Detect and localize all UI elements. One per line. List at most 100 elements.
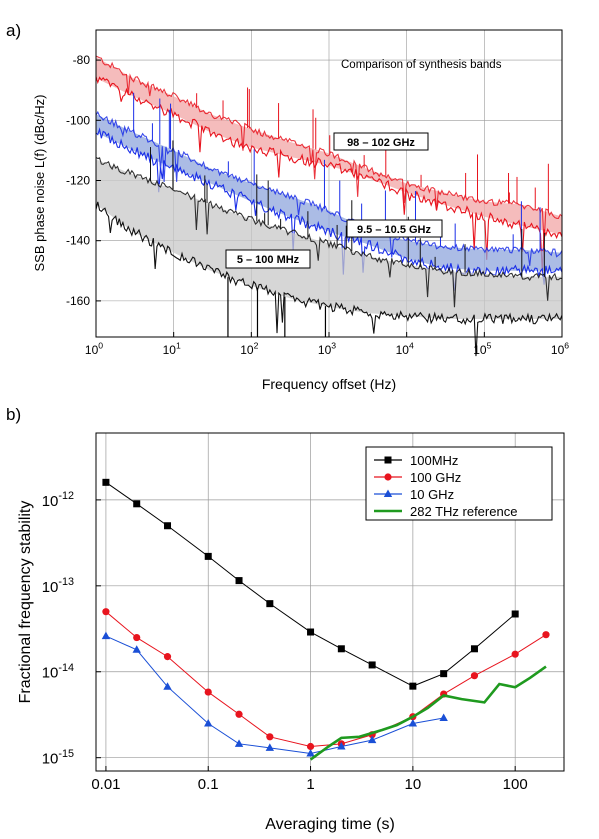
data-point <box>470 672 479 680</box>
panel-a-y-tick-label: -80 <box>73 53 91 67</box>
panel-a-x-tick-label: 101 <box>163 341 181 357</box>
panel-b-y-tick-label: 10-13 <box>42 576 74 596</box>
band-fill <box>96 114 562 271</box>
legend-swatch-marker <box>383 489 393 497</box>
data-point <box>235 577 243 585</box>
data-point <box>204 688 212 696</box>
band-lower-trace <box>95 201 563 357</box>
data-point <box>164 522 172 530</box>
series-282-thz-reference <box>309 665 547 761</box>
panel-a-x-tick-label: 104 <box>396 341 414 357</box>
data-point <box>511 650 519 658</box>
band-label-red-box <box>333 132 429 151</box>
data-point <box>337 741 346 750</box>
series-line <box>105 635 444 754</box>
data-point <box>306 742 315 751</box>
panel-b-y-tick-label: 10-12 <box>42 490 74 510</box>
panel-a-y-tick-label: -160 <box>66 294 90 308</box>
panel-b-y-tick-label: 10-15 <box>42 748 74 768</box>
data-point <box>542 631 550 639</box>
data-point <box>368 661 376 669</box>
band-lower-trace <box>95 76 563 273</box>
band-red <box>95 55 563 273</box>
data-point <box>470 645 478 653</box>
panel-a-y-ticks: -80 -100 -120 -140 -160 <box>66 53 101 308</box>
band-label-blue: 9.5 – 10.5 GHz <box>346 219 443 238</box>
band-label-black-box <box>225 249 311 269</box>
panel-b-x-ticks: 0.01 0.1 1 10 100 <box>91 766 528 793</box>
band-black <box>95 140 563 357</box>
series-100-ghz <box>102 608 550 751</box>
data-point <box>367 735 377 744</box>
data-point <box>102 608 110 616</box>
panel-b-x-tick-label: 10 <box>405 776 422 793</box>
panel-b-x-tick-label: 0.01 <box>91 776 120 793</box>
legend-entry-label: 10 GHz <box>410 487 454 502</box>
band-label-red: 98 – 102 GHz <box>333 132 429 151</box>
data-point <box>163 682 172 690</box>
data-point <box>204 718 213 727</box>
data-point <box>133 500 141 508</box>
panel-a-bands <box>95 55 563 357</box>
data-point <box>101 631 111 640</box>
series-10-ghz <box>101 631 448 757</box>
panel-b-legend: 100MHz 100 GHz 10 GHz 282 THz reference <box>365 446 553 521</box>
band-fill <box>96 159 562 319</box>
panel-a-y-tick-label: -140 <box>66 234 90 248</box>
band-label-blue-box <box>346 219 443 238</box>
band-upper-trace <box>95 110 563 266</box>
panel-b-x-tick-label: 1 <box>306 776 314 793</box>
panel-b-y-axis-title: Fractional frequency stability <box>17 501 34 704</box>
band-label-red-text: 98 – 102 GHz <box>347 137 415 149</box>
panel-a-x-tick-label: 105 <box>473 341 491 357</box>
data-point <box>133 633 141 642</box>
series-100mhz <box>102 478 519 690</box>
panel-a-x-tick-label: 100 <box>85 341 103 357</box>
band-label-black-text: 5 – 100 MHz <box>237 254 300 266</box>
legend-entry-label: 100 GHz <box>410 470 461 485</box>
panel-a-y-tick-label: -120 <box>66 173 90 187</box>
data-point <box>307 628 315 636</box>
panel-b-plot-frame <box>95 432 565 772</box>
panel-a-x-ticks: 100 101 102 103 104 105 106 <box>85 332 569 357</box>
data-point <box>409 682 417 690</box>
series-line <box>105 611 547 747</box>
panel-b-series <box>101 478 550 761</box>
band-label-blue-text: 9.5 – 10.5 GHz <box>357 224 431 236</box>
data-point <box>337 645 345 653</box>
panel-a-y-tick-label: -100 <box>66 113 90 127</box>
panel-a-y-axis-title: SSB phase noise L(f) (dBc/Hz) <box>32 94 47 271</box>
legend-box <box>365 446 553 521</box>
data-point <box>265 743 275 751</box>
band-upper-trace <box>95 156 563 308</box>
panel-b-x-axis-title: Averaging time (s) <box>265 816 395 833</box>
data-point <box>132 645 141 653</box>
panel-b-chart: b) 0.01 0.1 1 10 100 10-12 10-13 10-14 10-15 10… <box>6 405 565 833</box>
panel-a-chart: a) 100 101 102 103 104 105 106 -80 -100 -120 -140… <box>6 21 569 392</box>
data-point <box>306 748 315 757</box>
legend-swatch-marker <box>384 456 392 464</box>
panel-b-y-tick-label: 10-14 <box>42 662 74 682</box>
panel-a-x-tick-label: 106 <box>551 341 569 357</box>
legend-entry-label: 100MHz <box>410 453 458 468</box>
panel-a-x-tick-label: 103 <box>318 341 336 357</box>
panel-b-x-tick-label: 100 <box>503 776 528 793</box>
data-point <box>102 478 110 486</box>
legend-swatch-marker <box>384 473 392 481</box>
panel-a-annotation: Comparison of synthesis bands <box>341 59 502 71</box>
band-upper-trace <box>95 55 563 244</box>
panel-a-label: a) <box>6 21 21 40</box>
data-point <box>408 718 418 727</box>
series-line <box>309 665 547 761</box>
data-point <box>204 552 212 560</box>
panel-b-label: b) <box>6 405 21 424</box>
panel-b-y-ticks: 10-12 10-13 10-14 10-15 <box>42 490 101 768</box>
data-point <box>266 733 274 741</box>
data-point <box>266 600 274 608</box>
panel-b-x-tick-label: 0.1 <box>198 776 219 793</box>
data-point <box>234 739 244 747</box>
data-point <box>511 610 519 618</box>
panel-a-x-tick-label: 102 <box>240 341 258 357</box>
data-point <box>439 713 448 721</box>
